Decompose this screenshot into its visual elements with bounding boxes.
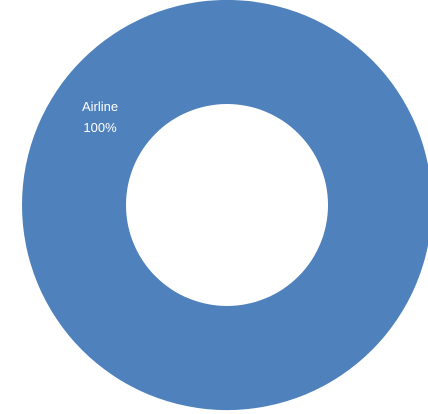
labels-layer: Airline 100% (82, 99, 118, 135)
slice-label-category: Airline (82, 99, 118, 114)
slices-layer (22, 0, 428, 410)
slice-airline (22, 0, 428, 410)
slice-label-percent: 100% (83, 120, 117, 135)
